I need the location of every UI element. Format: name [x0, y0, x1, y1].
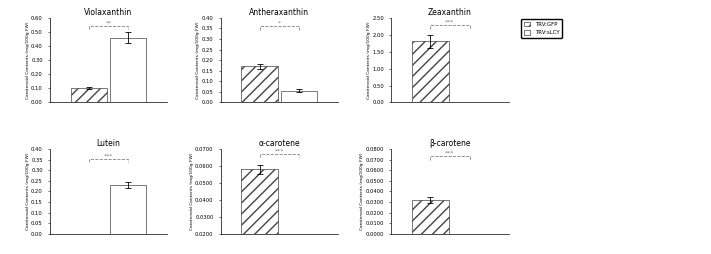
Bar	[242, 169, 278, 254]
Y-axis label: Carotenoid Contents (mg/100g FW): Carotenoid Contents (mg/100g FW)	[196, 21, 201, 99]
Text: **: **	[105, 20, 112, 25]
Text: ***: ***	[445, 151, 454, 156]
Bar	[109, 185, 146, 234]
Legend: TRV:GFP, TRV:sLCY: TRV:GFP, TRV:sLCY	[521, 19, 562, 38]
Title: α-carotene: α-carotene	[258, 139, 300, 148]
Y-axis label: Carotenoid Contents (mg/100g FW): Carotenoid Contents (mg/100g FW)	[360, 153, 365, 230]
Title: Antheraxanthin: Antheraxanthin	[250, 8, 309, 17]
Y-axis label: Carotenoid Contents (mg/100g FW): Carotenoid Contents (mg/100g FW)	[190, 153, 193, 230]
Title: Zeaxanthin: Zeaxanthin	[428, 8, 472, 17]
Title: β-carotene: β-carotene	[429, 139, 471, 148]
Y-axis label: Carotenoid Contents (mg/100g FW): Carotenoid Contents (mg/100g FW)	[26, 21, 30, 99]
Y-axis label: Carotenoid Contents (mg/100g FW): Carotenoid Contents (mg/100g FW)	[26, 153, 30, 230]
Title: Lutein: Lutein	[97, 139, 120, 148]
Text: ***: ***	[445, 20, 454, 25]
Bar	[242, 67, 278, 102]
Bar	[281, 91, 317, 102]
Text: ***: ***	[104, 153, 113, 158]
Title: Violaxanthin: Violaxanthin	[85, 8, 133, 17]
Y-axis label: Carotenoid Contents (mg/100g FW): Carotenoid Contents (mg/100g FW)	[367, 21, 371, 99]
Bar	[109, 38, 146, 102]
Bar	[70, 88, 107, 102]
Bar	[412, 41, 449, 102]
Text: ***: ***	[274, 149, 284, 154]
Bar	[412, 200, 449, 234]
Text: *: *	[278, 21, 281, 26]
